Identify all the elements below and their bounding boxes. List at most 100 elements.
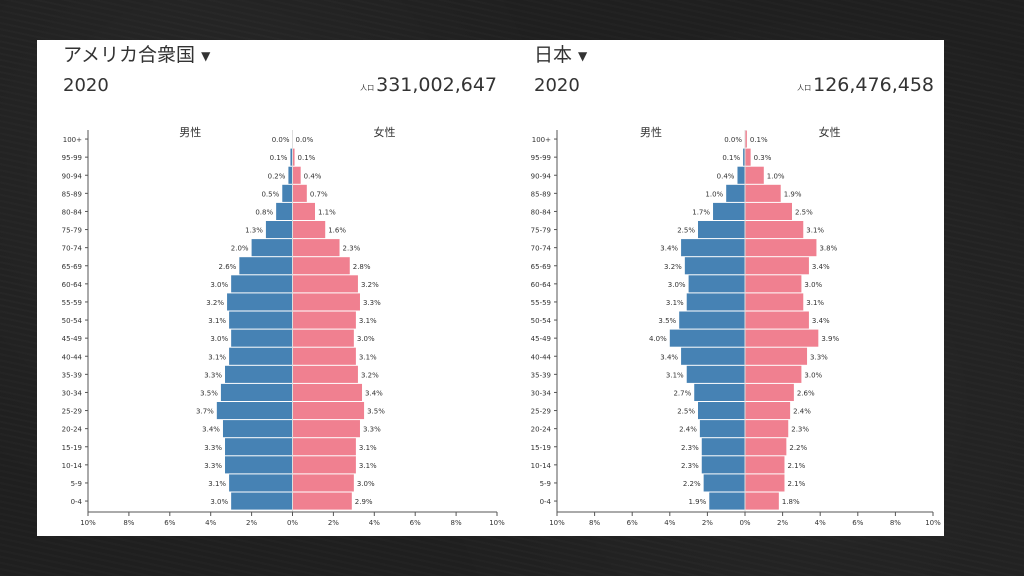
x-tick-label: 4% (369, 519, 380, 527)
female-value-label: 0.1% (750, 136, 768, 144)
female-header: 女性 (374, 125, 396, 139)
male-bar (701, 456, 745, 474)
age-group-label: 70-74 (62, 245, 83, 253)
female-bar (745, 365, 802, 383)
age-group-label: 75-79 (62, 227, 82, 235)
x-tick-label: 0% (287, 519, 298, 527)
female-bar (745, 148, 751, 166)
age-group-label: 90-94 (531, 172, 552, 180)
male-bar (290, 148, 293, 166)
x-tick-label: 2% (246, 519, 257, 527)
x-tick-label: 4% (205, 519, 216, 527)
population-label: 人口 (797, 84, 812, 92)
x-tick-label: 4% (815, 519, 826, 527)
male-bar (713, 202, 745, 220)
age-group-label: 10-14 (62, 462, 83, 470)
female-bar (745, 130, 747, 148)
population-value: 331,002,647 (376, 74, 497, 96)
male-value-label: 3.1% (666, 299, 684, 307)
female-value-label: 3.0% (357, 480, 375, 488)
female-value-label: 1.0% (767, 172, 785, 180)
female-bar (292, 275, 358, 293)
male-bar (681, 239, 745, 257)
female-value-label: 3.0% (804, 281, 822, 289)
female-value-label: 3.4% (812, 317, 830, 325)
male-value-label: 3.3% (204, 462, 222, 470)
age-group-label: 60-64 (62, 281, 83, 289)
x-tick-label: 8% (890, 519, 901, 527)
male-value-label: 3.0% (210, 335, 228, 343)
female-bar (745, 202, 792, 220)
male-value-label: 0.5% (261, 190, 279, 198)
age-group-label: 5-9 (540, 480, 551, 488)
male-value-label: 3.1% (208, 317, 226, 325)
male-value-label: 3.5% (200, 389, 218, 397)
male-value-label: 1.7% (692, 208, 710, 216)
female-value-label: 0.7% (310, 190, 328, 198)
country-selector[interactable]: 日本 ▼ (534, 40, 587, 67)
female-bar (745, 275, 802, 293)
male-value-label: 2.5% (677, 408, 695, 416)
female-bar (745, 257, 809, 275)
age-group-label: 50-54 (531, 317, 552, 325)
female-value-label: 2.1% (787, 462, 805, 470)
japan-pyramid-panel: 日本 ▼ 2020 人口 126,476,458 男性 女性 100+ 0.0% 0.1% 9… (506, 40, 944, 536)
age-group-label: 55-59 (531, 299, 551, 307)
female-bar (292, 438, 356, 456)
age-group-label: 50-54 (62, 317, 83, 325)
female-value-label: 3.4% (365, 389, 383, 397)
male-value-label: 0.1% (270, 154, 288, 162)
female-bar (292, 383, 363, 401)
male-bar (225, 456, 293, 474)
female-value-label: 1.9% (784, 190, 802, 198)
x-tick-label: 6% (852, 519, 863, 527)
age-group-label: 35-39 (62, 371, 82, 379)
male-bar (703, 474, 745, 492)
age-group-label: 15-19 (62, 444, 82, 452)
male-bar (288, 166, 293, 184)
age-group-label: 95-99 (62, 154, 82, 162)
female-value-label: 0.1% (298, 154, 316, 162)
population-pyramid-chart: 男性 女性 100+ 0.0% 0.0% 95-99 0.1% 0.1% 90-94 0.2% 0.… (62, 125, 505, 527)
country-selector[interactable]: アメリカ合衆国 ▼ (63, 40, 210, 67)
female-value-label: 3.0% (804, 371, 822, 379)
male-bar (669, 329, 745, 347)
x-tick-label: 6% (164, 519, 175, 527)
age-group-label: 25-29 (62, 408, 82, 416)
age-group-label: 30-34 (531, 389, 552, 397)
female-value-label: 3.0% (357, 335, 375, 343)
male-value-label: 1.9% (688, 498, 706, 506)
male-bar (227, 293, 293, 311)
male-bar (265, 221, 293, 239)
female-value-label: 2.3% (791, 426, 809, 434)
male-value-label: 3.0% (668, 281, 686, 289)
male-value-label: 3.5% (658, 317, 676, 325)
age-group-label: 100+ (532, 136, 551, 144)
population-readout: 人口 331,002,647 (360, 74, 497, 96)
female-bar (745, 347, 808, 365)
female-value-label: 3.2% (361, 371, 379, 379)
population-pyramid-chart: 男性 女性 100+ 0.0% 0.1% 95-99 0.1% 0.3% 90-94 0.4% 1.… (531, 125, 941, 527)
female-bar (745, 166, 764, 184)
male-bar (679, 311, 745, 329)
male-value-label: 2.4% (679, 426, 697, 434)
female-bar (292, 202, 315, 220)
female-value-label: 3.5% (367, 408, 385, 416)
female-value-label: 2.9% (355, 498, 373, 506)
female-value-label: 3.1% (806, 227, 824, 235)
male-value-label: 2.7% (673, 389, 691, 397)
female-bar (745, 492, 779, 510)
female-bar (292, 166, 301, 184)
female-bar (292, 347, 356, 365)
female-value-label: 2.6% (797, 389, 815, 397)
male-bar (276, 202, 293, 220)
female-value-label: 3.1% (806, 299, 824, 307)
female-bar (745, 239, 817, 257)
female-bar (292, 365, 358, 383)
age-group-label: 5-9 (71, 480, 82, 488)
female-bar (292, 311, 356, 329)
age-group-label: 55-59 (62, 299, 82, 307)
male-value-label: 2.5% (677, 227, 695, 235)
female-value-label: 2.4% (793, 408, 811, 416)
female-value-label: 2.2% (789, 444, 807, 452)
